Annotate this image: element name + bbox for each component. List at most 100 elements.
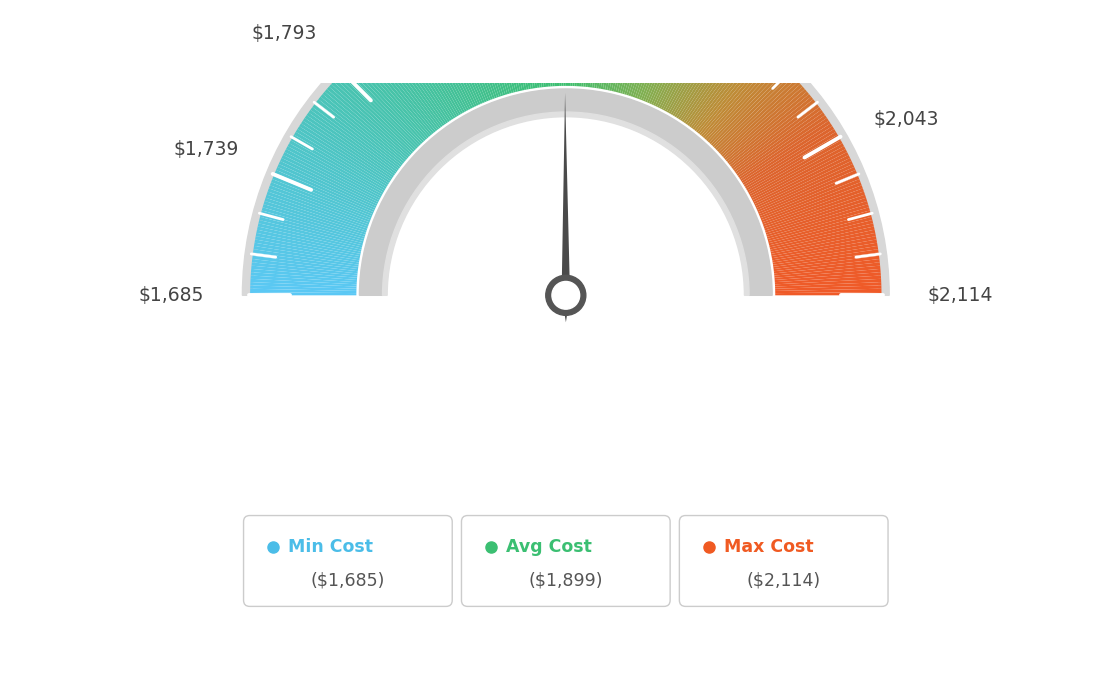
Wedge shape bbox=[774, 262, 880, 275]
Wedge shape bbox=[744, 129, 836, 187]
Wedge shape bbox=[768, 214, 871, 244]
Wedge shape bbox=[720, 81, 800, 155]
Wedge shape bbox=[375, 42, 440, 128]
Wedge shape bbox=[743, 126, 835, 185]
Wedge shape bbox=[308, 110, 396, 174]
Wedge shape bbox=[475, 0, 508, 95]
Wedge shape bbox=[322, 92, 406, 162]
Wedge shape bbox=[338, 75, 416, 150]
Text: $1,685: $1,685 bbox=[138, 286, 204, 305]
Wedge shape bbox=[725, 92, 809, 162]
Wedge shape bbox=[672, 23, 730, 116]
Wedge shape bbox=[730, 99, 815, 167]
Wedge shape bbox=[731, 102, 817, 168]
Wedge shape bbox=[624, 0, 657, 95]
Wedge shape bbox=[563, 0, 566, 86]
Wedge shape bbox=[773, 253, 879, 269]
Wedge shape bbox=[368, 48, 436, 132]
Wedge shape bbox=[745, 132, 838, 188]
Wedge shape bbox=[503, 0, 527, 90]
Wedge shape bbox=[645, 3, 688, 102]
Wedge shape bbox=[537, 0, 549, 87]
Wedge shape bbox=[764, 195, 866, 230]
Wedge shape bbox=[767, 210, 871, 241]
Wedge shape bbox=[251, 275, 357, 284]
Wedge shape bbox=[251, 279, 357, 286]
Wedge shape bbox=[755, 161, 853, 208]
Wedge shape bbox=[647, 4, 691, 103]
Wedge shape bbox=[747, 137, 841, 193]
Wedge shape bbox=[637, 0, 676, 99]
Wedge shape bbox=[711, 68, 787, 146]
Wedge shape bbox=[302, 118, 393, 179]
Wedge shape bbox=[761, 179, 860, 220]
Wedge shape bbox=[333, 79, 413, 154]
Wedge shape bbox=[678, 29, 737, 119]
Wedge shape bbox=[665, 17, 718, 112]
Wedge shape bbox=[616, 0, 645, 92]
Wedge shape bbox=[550, 0, 558, 86]
Wedge shape bbox=[772, 236, 877, 258]
Wedge shape bbox=[517, 0, 535, 88]
Wedge shape bbox=[310, 107, 397, 172]
Wedge shape bbox=[771, 226, 874, 252]
Wedge shape bbox=[434, 7, 480, 105]
Wedge shape bbox=[652, 8, 700, 106]
Wedge shape bbox=[775, 288, 881, 293]
Wedge shape bbox=[603, 0, 625, 90]
Wedge shape bbox=[683, 34, 746, 124]
Wedge shape bbox=[274, 173, 373, 216]
Wedge shape bbox=[257, 226, 361, 252]
Wedge shape bbox=[251, 286, 357, 291]
Wedge shape bbox=[585, 0, 598, 87]
Wedge shape bbox=[252, 262, 358, 275]
Wedge shape bbox=[266, 195, 368, 230]
Wedge shape bbox=[287, 144, 382, 197]
Wedge shape bbox=[465, 0, 501, 97]
Wedge shape bbox=[699, 52, 769, 135]
Wedge shape bbox=[692, 44, 760, 130]
Wedge shape bbox=[775, 292, 881, 295]
Circle shape bbox=[552, 282, 580, 309]
Wedge shape bbox=[721, 84, 803, 157]
Wedge shape bbox=[402, 23, 459, 116]
Wedge shape bbox=[425, 11, 475, 108]
Wedge shape bbox=[364, 50, 434, 134]
Circle shape bbox=[545, 275, 586, 315]
Wedge shape bbox=[251, 282, 357, 288]
Wedge shape bbox=[256, 233, 361, 256]
Wedge shape bbox=[307, 112, 395, 176]
Wedge shape bbox=[293, 135, 385, 190]
Wedge shape bbox=[262, 207, 364, 239]
Wedge shape bbox=[453, 0, 492, 100]
Wedge shape bbox=[285, 149, 380, 200]
Wedge shape bbox=[719, 79, 798, 154]
Wedge shape bbox=[751, 146, 846, 198]
Wedge shape bbox=[760, 176, 859, 218]
Text: ($1,685): ($1,685) bbox=[310, 571, 385, 589]
Wedge shape bbox=[754, 158, 851, 206]
Wedge shape bbox=[405, 22, 461, 115]
Wedge shape bbox=[567, 0, 572, 86]
Wedge shape bbox=[513, 0, 533, 89]
Wedge shape bbox=[253, 253, 359, 269]
Wedge shape bbox=[389, 32, 450, 122]
Wedge shape bbox=[626, 0, 660, 95]
Text: $2,043: $2,043 bbox=[873, 110, 938, 129]
Wedge shape bbox=[315, 102, 401, 168]
Wedge shape bbox=[681, 32, 743, 122]
Wedge shape bbox=[278, 161, 376, 208]
Wedge shape bbox=[484, 0, 513, 93]
Wedge shape bbox=[670, 22, 726, 115]
Wedge shape bbox=[583, 0, 595, 87]
Wedge shape bbox=[630, 0, 667, 97]
Wedge shape bbox=[280, 158, 378, 206]
Wedge shape bbox=[691, 42, 756, 128]
Wedge shape bbox=[643, 2, 686, 101]
Wedge shape bbox=[243, 0, 889, 295]
Wedge shape bbox=[523, 0, 540, 88]
Text: Min Cost: Min Cost bbox=[288, 538, 373, 556]
Wedge shape bbox=[267, 188, 369, 226]
Wedge shape bbox=[290, 137, 384, 193]
Wedge shape bbox=[342, 70, 420, 147]
